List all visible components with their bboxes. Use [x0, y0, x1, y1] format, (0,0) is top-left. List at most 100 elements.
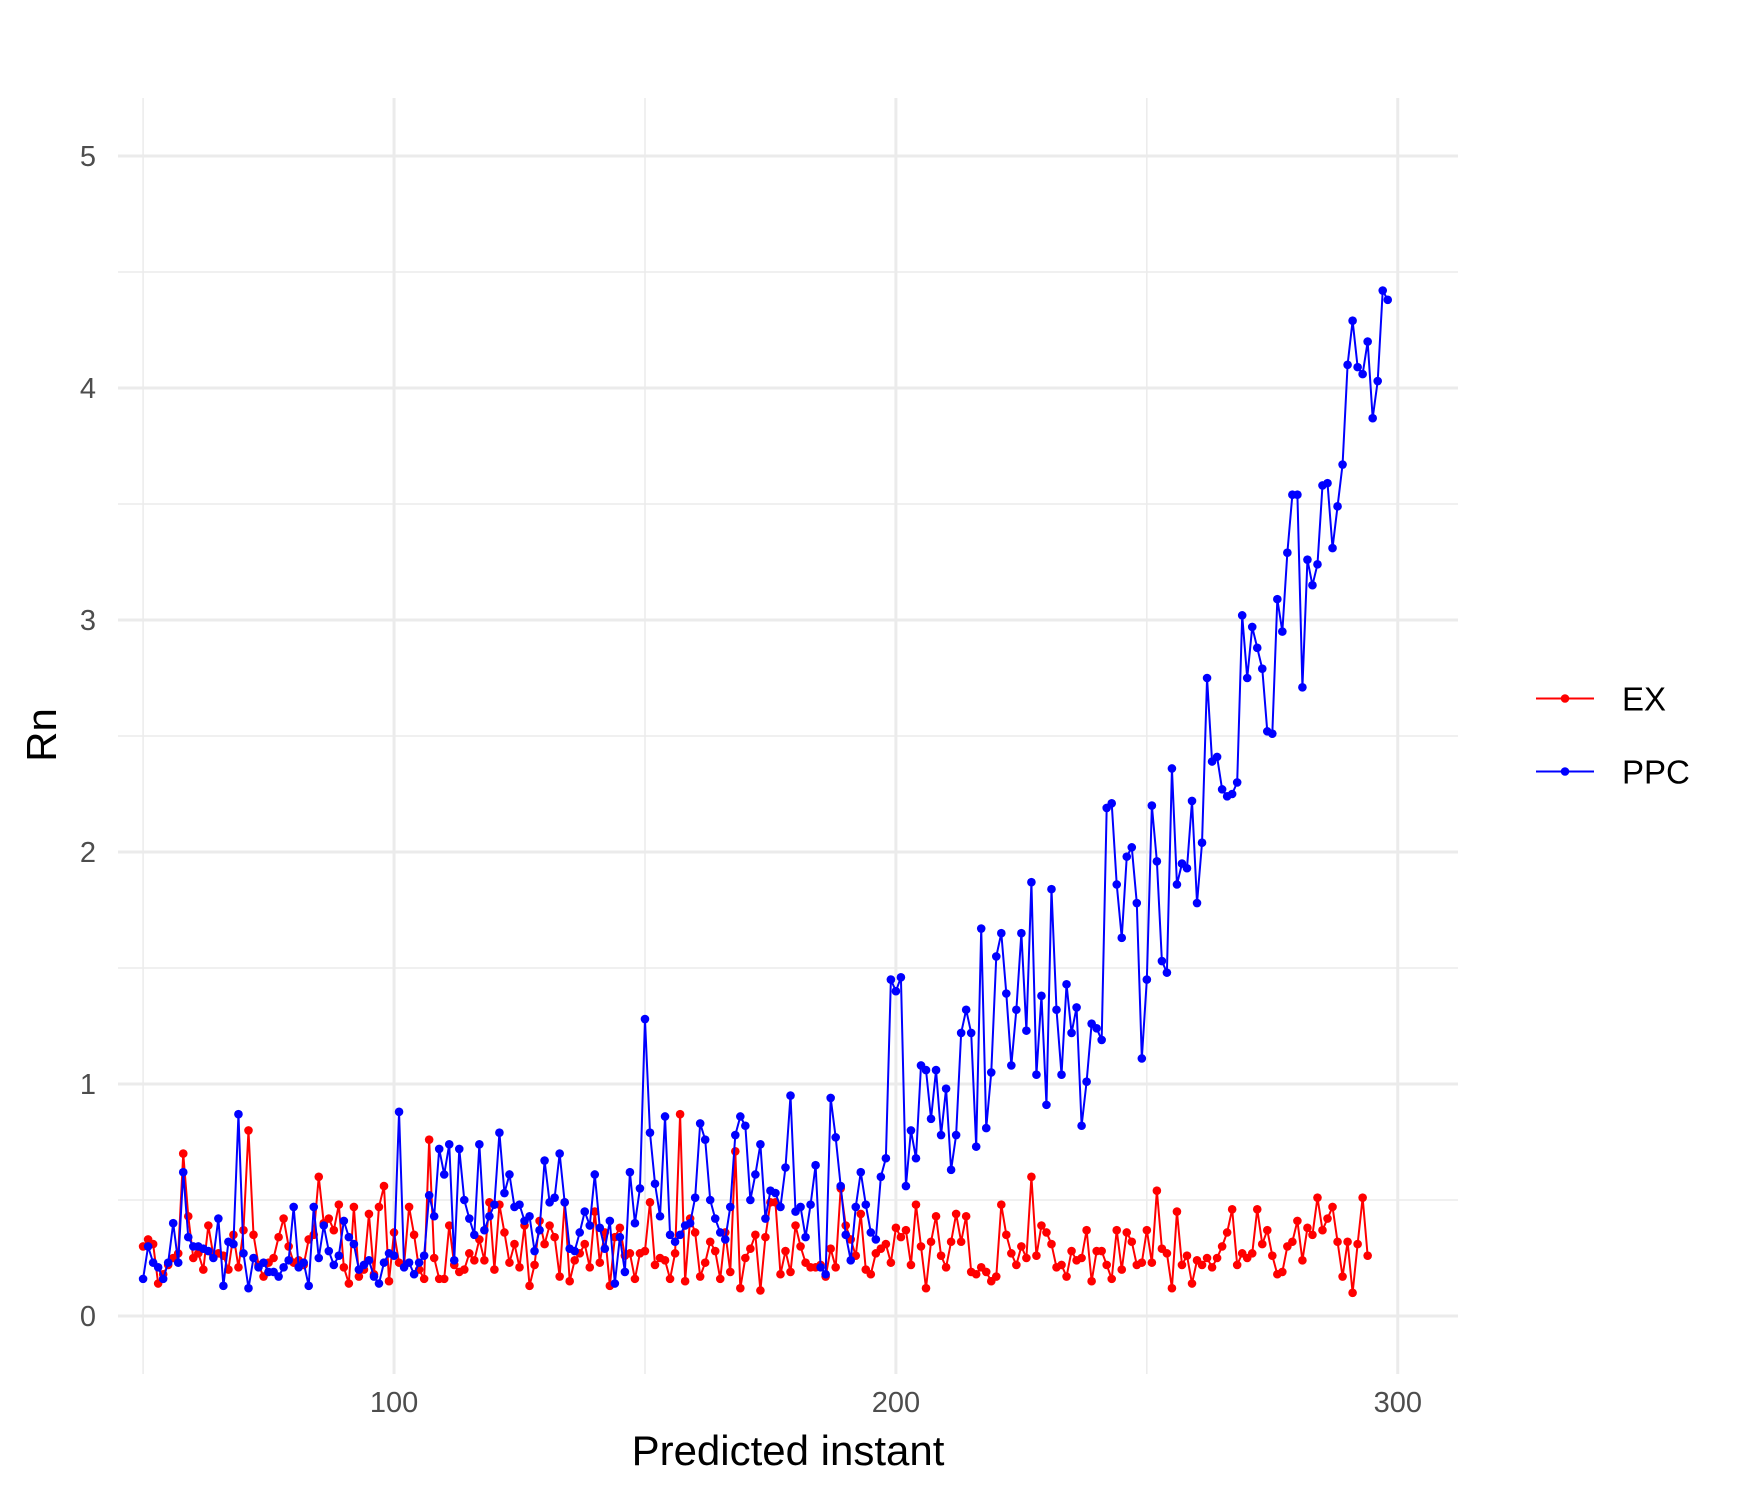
data-point — [981, 1267, 991, 1277]
data-point — [911, 1153, 921, 1163]
legend-key-point — [1560, 767, 1570, 776]
x-tick-label: 200 — [872, 1387, 920, 1419]
data-point — [163, 1258, 173, 1267]
data-point — [284, 1256, 293, 1265]
data-point — [941, 1084, 951, 1093]
data-point — [1162, 968, 1172, 977]
data-point — [625, 1167, 635, 1177]
data-point — [1247, 1249, 1257, 1258]
y-tick-label: 2 — [80, 837, 96, 869]
data-point — [334, 1200, 344, 1209]
data-point — [1152, 1186, 1162, 1196]
data-point — [1012, 1260, 1021, 1270]
data-point — [379, 1258, 389, 1267]
data-point — [1237, 611, 1247, 620]
data-point — [871, 1235, 881, 1244]
data-point — [364, 1209, 374, 1219]
data-point — [183, 1211, 193, 1221]
data-point — [710, 1214, 720, 1223]
data-point — [650, 1179, 660, 1189]
data-point — [424, 1135, 434, 1144]
data-point — [1177, 1260, 1187, 1270]
data-point — [1102, 1260, 1111, 1270]
data-point — [1082, 1077, 1091, 1086]
data-point — [1187, 1279, 1197, 1288]
data-point — [690, 1228, 700, 1237]
data-point — [505, 1170, 514, 1179]
data-point — [419, 1251, 429, 1260]
data-point — [434, 1144, 444, 1154]
data-point — [720, 1235, 730, 1244]
data-point — [1363, 337, 1372, 346]
data-point — [394, 1107, 404, 1117]
data-point — [1112, 880, 1122, 889]
data-point — [234, 1109, 243, 1119]
data-point — [1167, 764, 1177, 773]
data-point — [1137, 1054, 1147, 1063]
data-point — [1002, 989, 1011, 998]
data-point — [1082, 1225, 1091, 1235]
data-point — [650, 1260, 660, 1270]
data-point — [705, 1237, 715, 1247]
data-point — [454, 1144, 464, 1154]
data-point — [374, 1202, 384, 1212]
data-point — [1142, 975, 1152, 984]
data-point — [274, 1232, 283, 1242]
data-point — [314, 1172, 324, 1182]
data-point — [515, 1262, 524, 1272]
series-ex — [138, 1109, 1372, 1298]
data-point — [1117, 933, 1127, 943]
data-point — [1363, 1251, 1372, 1260]
data-point — [219, 1281, 228, 1291]
data-point — [1268, 1251, 1277, 1260]
data-point — [324, 1246, 334, 1256]
data-point — [901, 1225, 911, 1235]
data-point — [500, 1228, 509, 1237]
data-point — [1057, 1070, 1066, 1080]
data-point — [695, 1272, 705, 1281]
data-point — [866, 1269, 876, 1279]
data-point — [746, 1195, 755, 1205]
data-point — [1358, 1193, 1367, 1202]
data-point — [274, 1272, 283, 1281]
legend-label: EX — [1622, 681, 1666, 718]
data-point — [946, 1165, 956, 1175]
data-point — [404, 1202, 414, 1212]
legend-key-point — [1560, 694, 1570, 703]
data-point — [1328, 543, 1337, 553]
data-point — [1182, 1251, 1192, 1260]
y-tick-label: 4 — [80, 373, 96, 405]
data-point — [801, 1232, 810, 1242]
data-point — [1338, 460, 1347, 469]
data-point — [695, 1119, 705, 1128]
data-point — [886, 1258, 896, 1267]
data-point — [761, 1232, 770, 1242]
data-point — [655, 1211, 665, 1221]
data-point — [630, 1274, 640, 1284]
data-point — [645, 1198, 655, 1207]
data-point — [490, 1265, 499, 1274]
data-point — [645, 1128, 655, 1138]
data-point — [966, 1028, 976, 1038]
data-point — [1308, 580, 1317, 590]
data-point — [585, 1221, 595, 1230]
data-point — [776, 1202, 785, 1212]
data-point — [1232, 1260, 1242, 1270]
data-point — [550, 1193, 559, 1202]
data-point — [746, 1244, 755, 1254]
data-point — [906, 1260, 916, 1270]
data-point — [530, 1260, 539, 1270]
data-point — [675, 1230, 685, 1240]
data-point — [339, 1262, 349, 1272]
data-point — [761, 1214, 770, 1223]
data-point — [1278, 1267, 1287, 1277]
data-point — [449, 1256, 459, 1265]
data-point — [1077, 1253, 1086, 1263]
data-point — [1037, 991, 1046, 1001]
data-point — [414, 1258, 424, 1267]
data-point — [756, 1286, 765, 1295]
data-point — [620, 1267, 630, 1277]
data-point — [1017, 1242, 1026, 1251]
data-point — [670, 1237, 680, 1247]
